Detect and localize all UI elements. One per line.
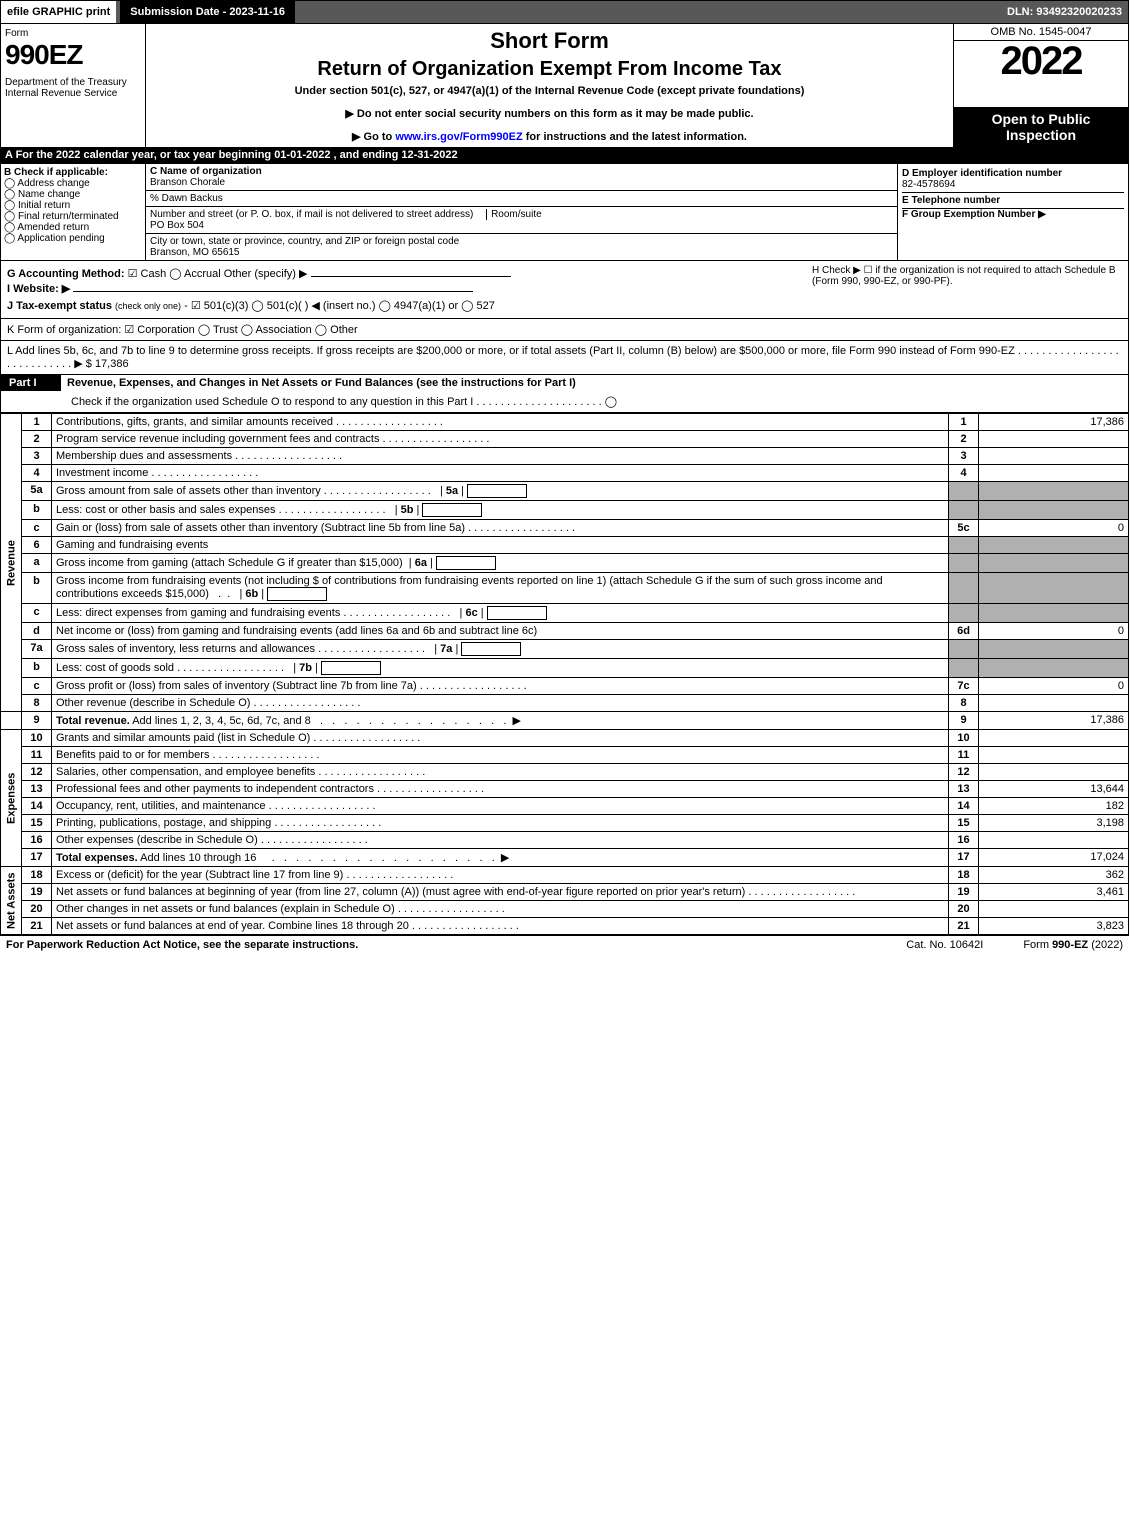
page-footer: For Paperwork Reduction Act Notice, see … bbox=[0, 935, 1129, 954]
form-header: Form 990EZ Department of the Treasury In… bbox=[0, 24, 1129, 147]
footer-cat: Cat. No. 10642I bbox=[906, 939, 983, 951]
section-c: C Name of organization Branson Chorale %… bbox=[146, 164, 898, 260]
section-d: D Employer identification number82-45786… bbox=[898, 164, 1128, 260]
part1-check: Check if the organization used Schedule … bbox=[0, 391, 1129, 413]
form-title: Return of Organization Exempt From Incom… bbox=[150, 58, 949, 81]
c-name-label: C Name of organization bbox=[150, 166, 262, 177]
footer-left: For Paperwork Reduction Act Notice, see … bbox=[6, 939, 358, 951]
form-code: 990EZ bbox=[5, 39, 141, 71]
top-bar: efile GRAPHIC print Submission Date - 20… bbox=[0, 0, 1129, 24]
revenue-label: Revenue bbox=[1, 414, 22, 712]
line-k: K Form of organization: ☑ Corporation ◯ … bbox=[0, 319, 1129, 341]
part1-title: Revenue, Expenses, and Changes in Net As… bbox=[61, 375, 1128, 391]
ein-label: D Employer identification number bbox=[902, 168, 1062, 179]
form-subtitle: Under section 501(c), 527, or 4947(a)(1)… bbox=[150, 85, 949, 97]
irs-link[interactable]: www.irs.gov/Form990EZ bbox=[395, 131, 522, 143]
tel-label: E Telephone number bbox=[902, 195, 1000, 206]
form-label: Form bbox=[5, 28, 141, 39]
chk-pending[interactable]: ◯ Application pending bbox=[4, 233, 142, 244]
gross-receipts: 17,386 bbox=[95, 358, 129, 370]
line-j: J Tax-exempt status (check only one) - ☑… bbox=[7, 299, 1122, 312]
ssn-note: ▶ Do not enter social security numbers o… bbox=[150, 107, 949, 120]
dept-label: Department of the Treasury Internal Reve… bbox=[5, 77, 141, 99]
mid-section: G Accounting Method: ☑ Cash ◯ Accrual Ot… bbox=[0, 261, 1129, 319]
group-label: F Group Exemption Number ▶ bbox=[902, 209, 1046, 220]
netassets-label: Net Assets bbox=[1, 867, 22, 935]
chk-amended[interactable]: ◯ Amended return bbox=[4, 222, 142, 233]
entity-block: B Check if applicable: ◯ Address change … bbox=[0, 164, 1129, 261]
link-note: ▶ Go to www.irs.gov/Form990EZ for instru… bbox=[150, 130, 949, 143]
inspection-badge: Open to Public Inspection bbox=[954, 107, 1128, 147]
dln: DLN: 93492320020233 bbox=[1007, 6, 1128, 18]
schedule-table: Revenue 1Contributions, gifts, grants, a… bbox=[0, 413, 1129, 935]
b-header: B Check if applicable: bbox=[4, 167, 142, 178]
chk-final[interactable]: ◯ Final return/terminated bbox=[4, 211, 142, 222]
line-l: L Add lines 5b, 6c, and 7b to line 9 to … bbox=[0, 341, 1129, 375]
care-of: % Dawn Backus bbox=[150, 193, 223, 204]
line-i: I Website: ▶ bbox=[7, 282, 802, 295]
expenses-label: Expenses bbox=[1, 730, 22, 867]
footer-right: Form 990-EZ (2022) bbox=[1023, 939, 1123, 951]
efile-label[interactable]: efile GRAPHIC print bbox=[1, 1, 116, 23]
l1-amt: 17,386 bbox=[979, 414, 1129, 431]
section-b: B Check if applicable: ◯ Address change … bbox=[1, 164, 146, 260]
room-label: Room/suite bbox=[486, 209, 542, 220]
short-form: Short Form bbox=[150, 28, 949, 54]
section-a: A For the 2022 calendar year, or tax yea… bbox=[0, 147, 1129, 164]
l1-text: Contributions, gifts, grants, and simila… bbox=[52, 414, 949, 431]
part1-bar: Part I bbox=[1, 375, 61, 391]
chk-initial[interactable]: ◯ Initial return bbox=[4, 200, 142, 211]
city: Branson, MO 65615 bbox=[150, 247, 240, 258]
addr-label: Number and street (or P. O. box, if mail… bbox=[150, 209, 473, 220]
ein: 82-4578694 bbox=[902, 179, 955, 190]
tax-year: 2022 bbox=[954, 41, 1128, 81]
chk-address[interactable]: ◯ Address change bbox=[4, 178, 142, 189]
line-h: H Check ▶ ☐ if the organization is not r… bbox=[802, 265, 1122, 297]
submission-date: Submission Date - 2023-11-16 bbox=[120, 1, 295, 23]
addr: PO Box 504 bbox=[150, 220, 204, 231]
city-label: City or town, state or province, country… bbox=[150, 236, 459, 247]
line-g: G Accounting Method: ☑ Cash ◯ Accrual Ot… bbox=[7, 267, 802, 280]
chk-name[interactable]: ◯ Name change bbox=[4, 189, 142, 200]
org-name: Branson Chorale bbox=[150, 177, 225, 188]
